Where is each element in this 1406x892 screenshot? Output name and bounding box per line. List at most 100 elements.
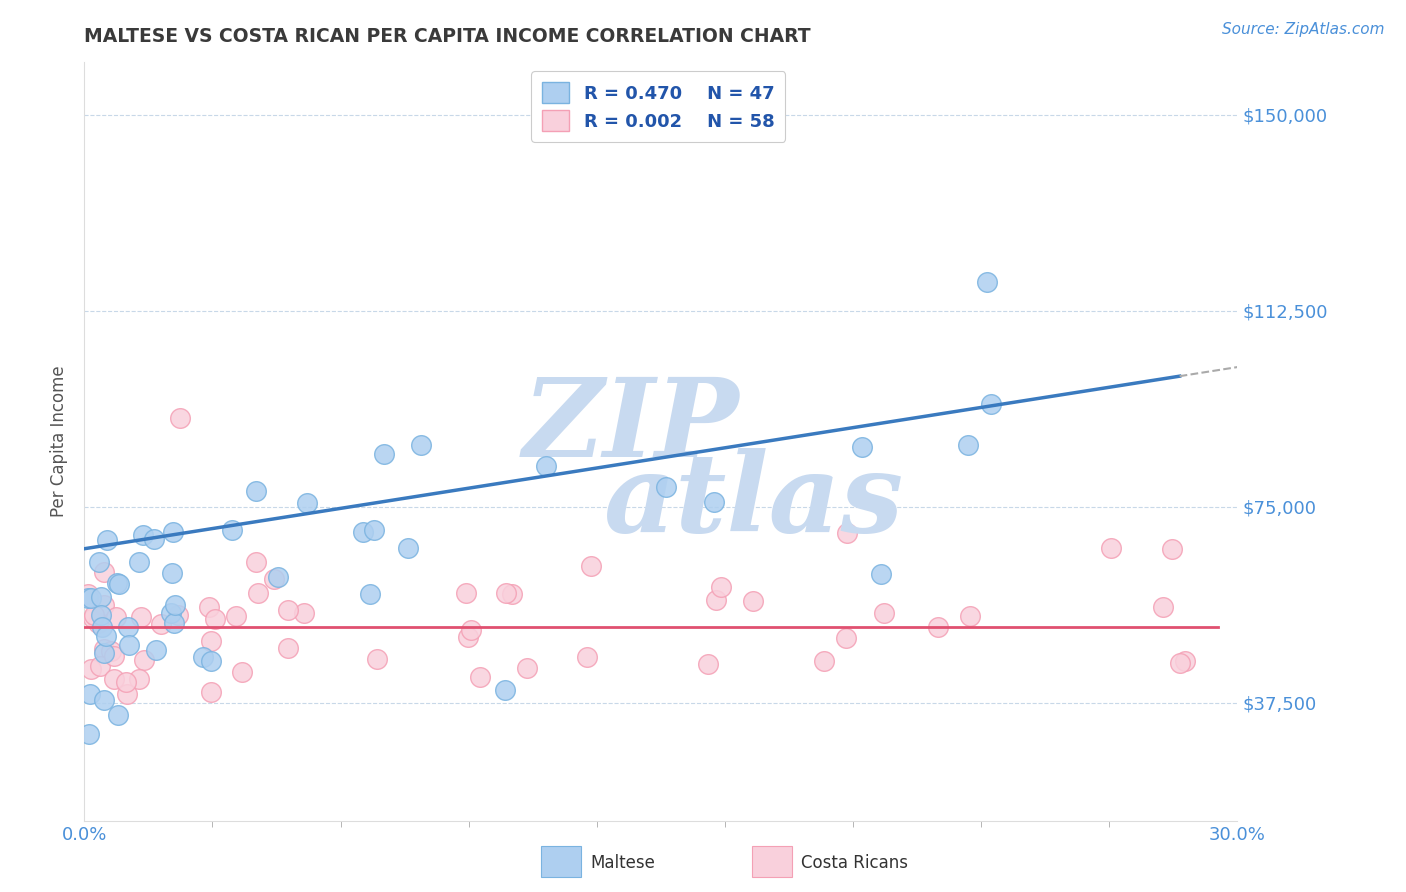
Point: [225, 609, 247, 624]
Point: [294, 606, 316, 620]
Point: [77, 591, 100, 605]
Point: [107, 576, 129, 591]
Point: [245, 555, 267, 569]
Point: [200, 685, 222, 699]
Point: [456, 585, 478, 599]
Point: [363, 523, 385, 537]
Point: [247, 586, 270, 600]
Point: [366, 651, 388, 665]
Point: [198, 600, 221, 615]
Point: [813, 655, 835, 669]
Point: [835, 526, 858, 541]
Point: [96, 533, 118, 548]
Point: [160, 566, 183, 580]
Point: [834, 632, 856, 646]
Point: [359, 587, 381, 601]
Text: ZIP: ZIP: [523, 373, 740, 480]
Point: [870, 566, 893, 581]
Point: [741, 594, 763, 608]
Point: [704, 592, 727, 607]
Point: [703, 494, 725, 508]
Point: [128, 672, 150, 686]
Point: [200, 633, 222, 648]
Point: [516, 661, 538, 675]
Point: [1174, 654, 1197, 668]
Point: [82, 610, 104, 624]
Point: [90, 608, 112, 623]
Point: [87, 615, 110, 630]
Point: [352, 524, 374, 539]
Point: [980, 397, 1002, 411]
Point: [159, 607, 181, 621]
Point: [115, 675, 138, 690]
Point: [534, 458, 557, 473]
Point: [231, 665, 253, 679]
Point: [94, 629, 117, 643]
Point: [710, 580, 733, 594]
Point: [163, 616, 186, 631]
Point: [93, 599, 115, 613]
Text: atlas: atlas: [603, 449, 904, 556]
Point: [89, 658, 111, 673]
Point: [132, 528, 155, 542]
Text: Source: ZipAtlas.com: Source: ZipAtlas.com: [1222, 22, 1385, 37]
Point: [132, 653, 155, 667]
Point: [1152, 600, 1174, 615]
Point: [409, 437, 432, 451]
Point: [118, 638, 141, 652]
Point: [87, 555, 110, 569]
Point: [93, 566, 115, 580]
Point: [105, 609, 128, 624]
Point: [873, 606, 896, 620]
Point: [959, 608, 981, 623]
Point: [142, 532, 165, 546]
Point: [927, 619, 949, 633]
Point: [169, 411, 191, 425]
Point: [145, 642, 167, 657]
Y-axis label: Per Capita Income: Per Capita Income: [51, 366, 69, 517]
Text: MALTESE VS COSTA RICAN PER CAPITA INCOME CORRELATION CHART: MALTESE VS COSTA RICAN PER CAPITA INCOME…: [84, 27, 811, 45]
Point: [697, 657, 720, 672]
Point: [103, 672, 125, 686]
Point: [277, 603, 299, 617]
Point: [494, 683, 516, 698]
Point: [166, 607, 188, 622]
Point: [221, 524, 243, 538]
Point: [396, 541, 419, 555]
Point: [654, 480, 676, 494]
Point: [204, 612, 226, 626]
Point: [115, 687, 138, 701]
Point: [80, 591, 103, 605]
Point: [128, 555, 150, 569]
Point: [103, 648, 125, 663]
Legend: R = 0.470    N = 47, R = 0.002    N = 58: R = 0.470 N = 47, R = 0.002 N = 58: [531, 71, 786, 142]
Point: [100, 644, 122, 658]
Point: [150, 617, 173, 632]
Point: [90, 591, 112, 605]
Point: [117, 620, 139, 634]
Point: [277, 641, 299, 656]
Point: [245, 484, 267, 499]
Point: [457, 631, 479, 645]
Point: [93, 646, 115, 660]
Point: [162, 525, 184, 540]
Point: [373, 447, 395, 461]
Point: [129, 610, 152, 624]
Text: Costa Ricans: Costa Ricans: [801, 854, 908, 871]
Point: [460, 624, 482, 638]
Point: [957, 438, 980, 452]
Point: [851, 440, 873, 454]
Point: [108, 577, 131, 591]
Point: [501, 587, 523, 601]
Point: [191, 649, 214, 664]
Point: [263, 572, 285, 586]
Point: [93, 693, 115, 707]
Point: [107, 708, 129, 723]
Point: [165, 598, 187, 612]
Point: [495, 586, 517, 600]
Point: [1099, 541, 1122, 555]
Point: [266, 569, 288, 583]
Point: [79, 662, 101, 676]
Point: [91, 620, 114, 634]
Point: [1160, 542, 1182, 557]
